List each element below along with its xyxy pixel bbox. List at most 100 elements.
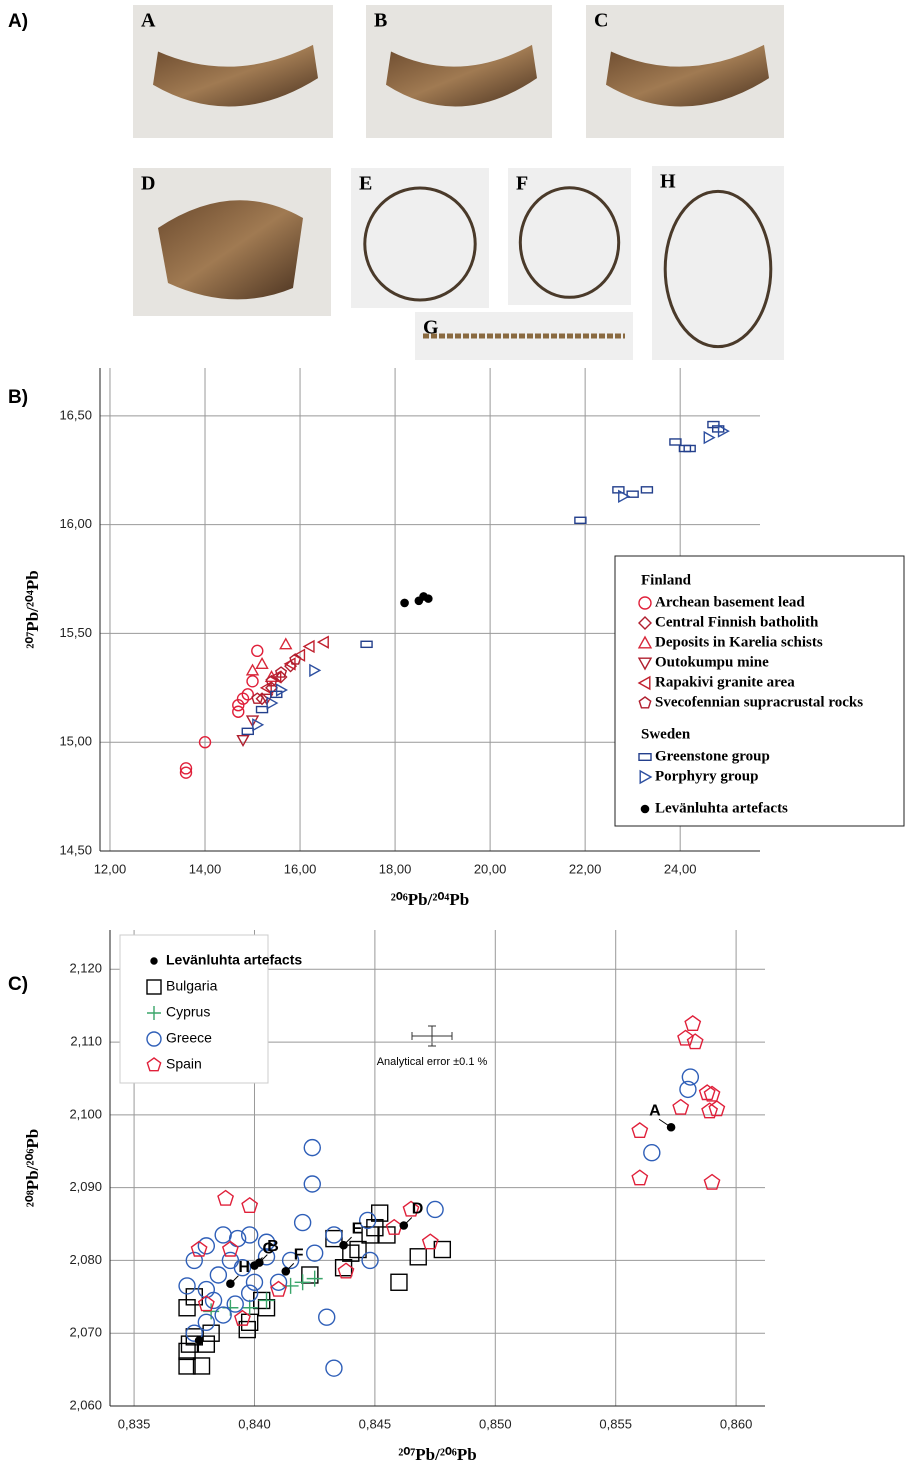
point <box>186 1289 202 1305</box>
legend-swatch <box>151 958 157 964</box>
point <box>427 1201 443 1217</box>
point <box>682 1069 698 1085</box>
legend-group-title: Sweden <box>641 726 691 742</box>
panel-label: C) <box>8 974 28 995</box>
point <box>704 1175 719 1189</box>
legend-label: Svecofennian supracrustal rocks <box>655 694 863 710</box>
point <box>410 1249 426 1265</box>
legend-label: Greenstone group <box>655 748 770 764</box>
y-tick-label: 2,060 <box>69 1397 102 1412</box>
y-tick-label: 2,100 <box>69 1106 102 1121</box>
error-bar-symbol <box>412 1026 452 1046</box>
y-tick-label: 16,00 <box>59 516 92 531</box>
point <box>708 422 719 428</box>
point-label: H <box>238 1259 250 1276</box>
point <box>575 517 586 523</box>
photo-label: H <box>660 171 676 193</box>
point <box>179 1358 195 1374</box>
x-tick-label: 0,835 <box>118 1416 151 1431</box>
y-tick-label: 16,50 <box>59 407 92 422</box>
point <box>401 599 408 606</box>
point <box>194 1358 210 1374</box>
point <box>253 719 263 730</box>
x-axis-title: ²⁰⁶Pb/²⁰⁴Pb <box>391 890 469 909</box>
point <box>218 1191 233 1205</box>
y-tick-label: 2,110 <box>70 1034 102 1049</box>
x-tick-label: 16,00 <box>284 861 317 876</box>
legend-label: Porphyry group <box>655 768 758 784</box>
point-label: F <box>294 1247 304 1264</box>
point <box>318 637 328 648</box>
y-axis-title: ²⁰⁷Pb/²⁰⁴Pb <box>23 570 42 648</box>
point <box>632 1170 647 1184</box>
point <box>223 1242 238 1256</box>
point <box>679 445 690 451</box>
legend-label: Outokumpu mine <box>655 654 769 670</box>
x-tick-label: 20,00 <box>474 861 507 876</box>
photo-label: C <box>594 10 608 32</box>
legend-label: Rapakivi granite area <box>655 674 795 690</box>
x-tick-label: 14,00 <box>189 861 222 876</box>
legend-label: Bulgaria <box>166 978 218 994</box>
point <box>247 676 258 687</box>
point <box>195 1337 202 1344</box>
point <box>235 1311 250 1325</box>
point <box>326 1360 342 1376</box>
legend-label: Central Finnish batholith <box>655 614 819 630</box>
y-tick-label: 2,090 <box>69 1179 102 1194</box>
point <box>667 1124 674 1131</box>
point <box>233 706 244 717</box>
x-tick-label: 12,00 <box>94 861 127 876</box>
point <box>247 665 258 675</box>
point <box>307 1271 323 1287</box>
point <box>257 658 268 668</box>
point <box>688 1034 703 1048</box>
point <box>685 1016 700 1030</box>
point-label: D <box>412 1201 424 1218</box>
y-tick-label: 15,50 <box>59 625 92 640</box>
point <box>280 639 291 649</box>
y-tick-label: 2,080 <box>69 1252 102 1267</box>
point <box>336 1260 352 1276</box>
x-tick-label: 0,845 <box>359 1416 392 1431</box>
point <box>295 1274 311 1290</box>
point <box>319 1309 335 1325</box>
point <box>252 645 263 656</box>
point <box>304 1140 320 1156</box>
photo-label: E <box>359 173 372 195</box>
point <box>242 689 253 700</box>
legend-label: Spain <box>166 1056 202 1072</box>
legend-swatch <box>641 805 648 812</box>
point <box>391 1274 407 1290</box>
point <box>179 1300 195 1316</box>
x-tick-label: 22,00 <box>569 861 602 876</box>
point <box>242 728 253 734</box>
x-tick-label: 0,855 <box>599 1416 632 1431</box>
x-tick-label: 18,00 <box>379 861 412 876</box>
photo <box>652 166 784 360</box>
point <box>215 1307 231 1323</box>
panel-label: A) <box>8 11 28 32</box>
point <box>425 595 432 602</box>
x-axis-title: ²⁰⁷Pb/²⁰⁶Pb <box>398 1445 476 1464</box>
point <box>372 1205 388 1221</box>
point <box>684 445 695 451</box>
point <box>259 1292 275 1308</box>
point <box>673 1100 688 1114</box>
label-leader <box>659 1119 671 1127</box>
x-tick-label: 0,860 <box>720 1416 753 1431</box>
point <box>307 1245 323 1261</box>
point <box>242 1300 258 1316</box>
point <box>242 1285 258 1301</box>
point <box>198 1282 214 1298</box>
y-tick-label: 2,120 <box>69 961 102 976</box>
panel-label: B) <box>8 387 28 408</box>
point <box>704 432 714 443</box>
point <box>641 487 652 493</box>
legend-group-title: Finland <box>641 572 692 588</box>
point <box>238 736 249 746</box>
y-tick-label: 2,070 <box>69 1325 102 1340</box>
annotation: Analytical error ±0.1 % <box>377 1056 488 1068</box>
